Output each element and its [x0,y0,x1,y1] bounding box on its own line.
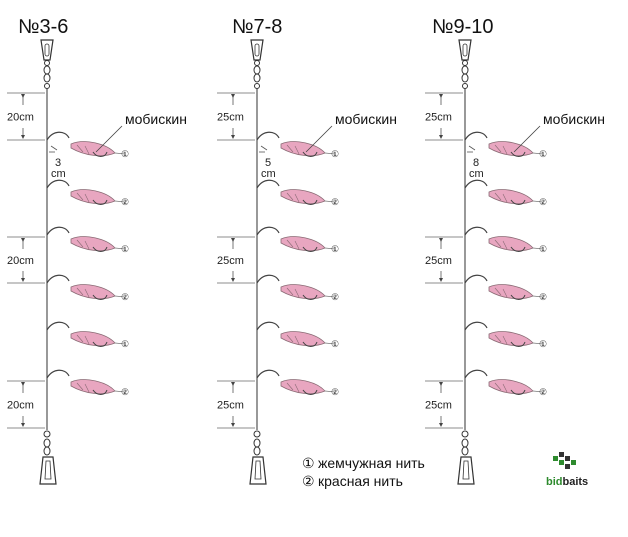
hook-thread-marker: ② [539,292,547,302]
svg-text:bidbaits: bidbaits [546,476,588,488]
leader-length-unit: cm [261,168,276,180]
logo-text-bid: bid [546,476,563,488]
hook-thread-marker: ② [539,387,547,397]
hook-thread-marker: ② [331,292,339,302]
hook-lure-icon: ② [464,179,547,207]
bottom-spacing-label: 20cm [7,400,34,412]
top-swivel-icon [40,39,54,89]
mid-spacing-label: 25cm [425,255,452,267]
mid-spacing-label: 20cm [7,255,34,267]
hook-thread-marker: ① [539,339,547,349]
lure-callout: мобискин [513,111,605,153]
rig-title: №7-8 [232,16,282,38]
hook-thread-marker: ② [121,387,129,397]
hook-thread-marker: ① [121,339,129,349]
spacing-dimension: 20cm [7,236,45,284]
hook-lure-icon: ① [46,131,129,159]
hook-lure-icon: ② [46,369,129,397]
top-spacing-label: 25cm [217,112,244,124]
legend-mark-1: ① [302,455,315,471]
hook-lure-icon: ② [256,274,339,302]
leader-length-unit: cm [469,168,484,180]
hook-thread-marker: ① [331,149,339,159]
bidbaits-logo: bidbaits [546,452,588,488]
hook-lure-icon: ① [464,226,547,254]
bottom-snap-icon [457,430,475,485]
rig-2: №7-8 25cm 25cm 25cm 5cm ① ② ① ② ① ② мобискин [217,16,397,485]
hook-thread-marker: ② [121,197,129,207]
hook-lure-icon: ② [46,274,129,302]
rig-3: №9-10 25cm 25cm 25cm 8cm ① ② ① ② ① ② мобискин [425,16,605,485]
lure-label: мобискин [543,111,605,127]
hook-thread-marker: ① [331,244,339,254]
rig-1: №3-6 20cm 20cm 20cm 3cm ① ② ① ② ① ② мобискин [7,16,187,485]
top-spacing-label: 20cm [7,112,34,124]
hook-lure-icon: ① [46,226,129,254]
spacing-dimension: 25cm [217,380,255,429]
spacing-dimension: 25cm [217,236,255,284]
hook-thread-marker: ② [331,387,339,397]
hook-lure-icon: ② [464,274,547,302]
bottom-spacing-label: 25cm [425,400,452,412]
lure-callout: мобискин [305,111,397,153]
rig-title: №3-6 [18,16,68,38]
leader-length-number: 8 [473,157,479,169]
hook-thread-marker: ② [331,197,339,207]
spacing-dimension: 20cm [7,92,45,141]
hook-lure-icon: ① [256,321,339,349]
hook-thread-marker: ② [121,292,129,302]
logo-text-baits: baits [563,476,589,488]
spacing-dimension: 25cm [425,380,463,429]
hook-lure-icon: ② [464,369,547,397]
leader-length-dimension: 5cm [259,145,276,180]
mid-spacing-label: 25cm [217,255,244,267]
legend: ① жемчужная нить ② красная нить [302,455,425,489]
hook-thread-marker: ① [331,339,339,349]
hook-thread-marker: ① [539,149,547,159]
leader-length-number: 3 [55,157,61,169]
hook-lure-icon: ② [46,179,129,207]
hook-lure-icon: ② [256,179,339,207]
legend-text-pearl: жемчужная нить [318,455,425,471]
leader-length-dimension: 3cm [49,145,66,180]
hook-lure-icon: ① [464,131,547,159]
top-swivel-icon [458,39,472,89]
bottom-spacing-label: 25cm [217,400,244,412]
legend-item-pearl: ① жемчужная нить [302,455,425,471]
legend-item-red: ② красная нить [302,473,403,489]
spacing-dimension: 25cm [217,92,255,141]
top-spacing-label: 25cm [425,112,452,124]
hook-thread-marker: ② [539,197,547,207]
hook-lure-icon: ① [464,321,547,349]
leader-length-unit: cm [51,168,66,180]
spacing-dimension: 25cm [425,236,463,284]
lure-label: мобискин [125,111,187,127]
leader-length-number: 5 [265,157,271,169]
bottom-snap-icon [39,430,57,485]
legend-mark-2: ② [302,473,315,489]
leader-length-dimension: 8cm [467,145,484,180]
hook-lure-icon: ① [46,321,129,349]
hook-lure-icon: ① [256,131,339,159]
hook-thread-marker: ① [121,244,129,254]
bottom-snap-icon [249,430,267,485]
hook-thread-marker: ① [539,244,547,254]
hook-thread-marker: ① [121,149,129,159]
lure-callout: мобискин [95,111,187,153]
logo-icon [553,452,576,469]
spacing-dimension: 20cm [7,380,45,429]
legend-text-red: красная нить [318,473,403,489]
rig-title: №9-10 [432,16,493,38]
lure-label: мобискин [335,111,397,127]
spacing-dimension: 25cm [425,92,463,141]
hook-lure-icon: ① [256,226,339,254]
top-swivel-icon [250,39,264,89]
hook-lure-icon: ② [256,369,339,397]
